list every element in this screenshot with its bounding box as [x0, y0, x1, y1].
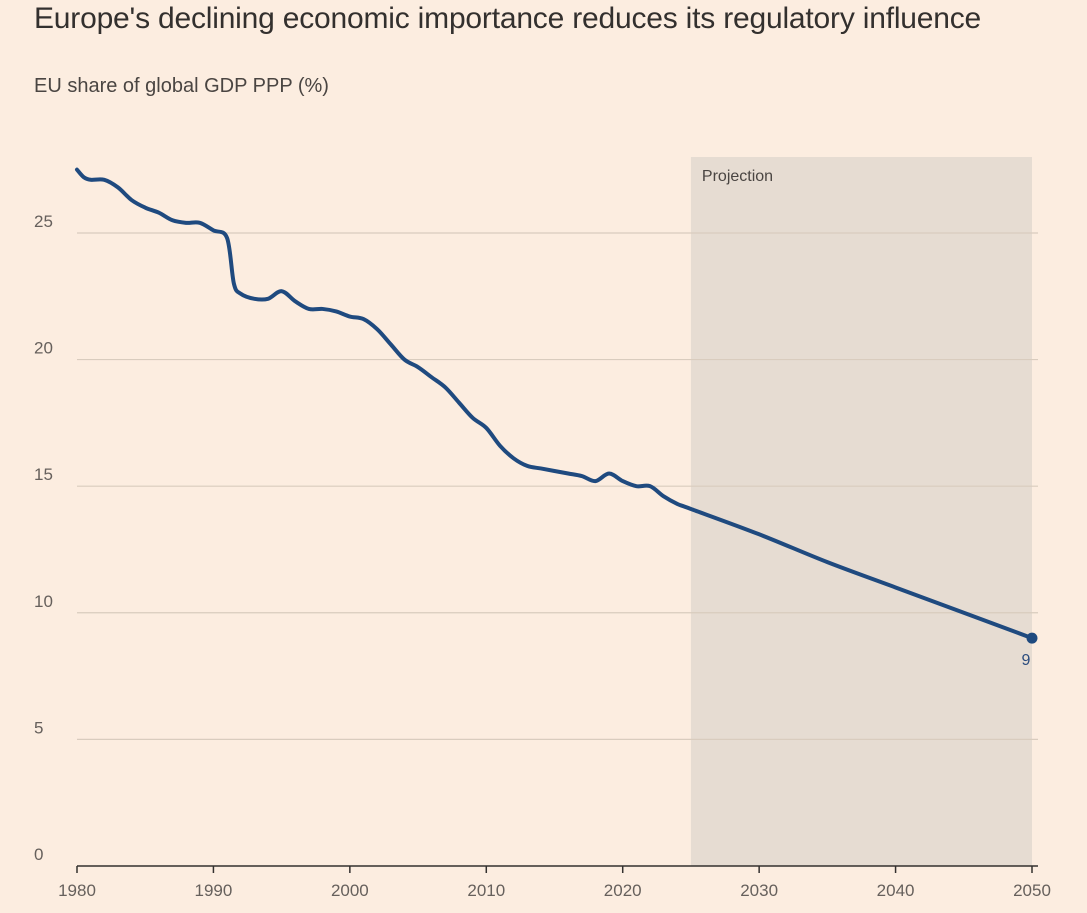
projection-band	[690, 157, 1032, 866]
end-value-label: 9	[1022, 652, 1031, 669]
x-tick-label: 2000	[331, 881, 369, 900]
x-tick-label: 2040	[877, 881, 915, 900]
chart-subtitle: EU share of global GDP PPP (%)	[34, 75, 329, 97]
projection-label: Projection	[702, 168, 773, 185]
series-end-point	[1026, 632, 1038, 644]
x-tick-label: 2030	[740, 881, 778, 900]
y-tick-label: 15	[34, 465, 53, 484]
y-tick-label: 0	[34, 845, 43, 864]
x-tick-label: 1980	[58, 881, 96, 900]
x-tick-label: 2020	[604, 881, 642, 900]
series-line	[75, 167, 1034, 641]
x-tick-label: 2050	[1013, 881, 1051, 900]
y-tick-label: 25	[34, 212, 53, 231]
x-tick-label: 1990	[195, 881, 233, 900]
chart-title: Europe's declining economic importance r…	[34, 2, 982, 35]
x-tick-label: 2010	[467, 881, 505, 900]
y-tick-label: 20	[34, 339, 53, 358]
y-tick-label: 5	[34, 718, 43, 737]
y-tick-label: 10	[34, 592, 53, 611]
